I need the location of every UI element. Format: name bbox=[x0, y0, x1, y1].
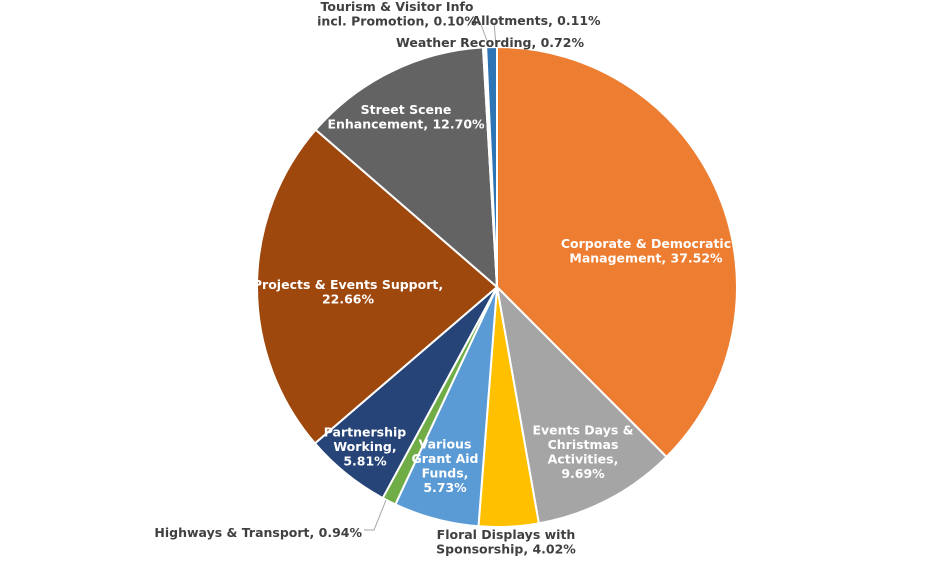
data-label-line: 5.73% bbox=[423, 480, 467, 495]
data-label-line: Highways & Transport, 0.94% bbox=[154, 525, 362, 540]
data-label-line: Enhancement, 12.70% bbox=[327, 116, 485, 131]
data-label-projects-and-events-support: Projects & Events Support, 22.66% bbox=[253, 277, 443, 307]
data-label-line: Events Days & bbox=[532, 422, 633, 437]
data-label-line: Weather Recording, 0.72% bbox=[396, 35, 584, 50]
data-label-line: Management, 37.52% bbox=[569, 250, 723, 265]
leader-line-highways-and-transport bbox=[364, 499, 387, 531]
leader-line-allotments bbox=[493, 21, 497, 47]
leader-lines-layer bbox=[364, 21, 497, 531]
slice-corporate-and-democratic-management bbox=[496, 45, 738, 459]
data-label-line: Working, bbox=[333, 439, 396, 454]
data-label-events-days-and-christmas-activities: Events Days & Christmas Activities, 9.69% bbox=[532, 422, 633, 481]
slice-events-days-and-christmas-activities bbox=[495, 284, 668, 525]
labels-layer: Corporate & Democratic Management, 37.52%… bbox=[154, 0, 731, 556]
slice-weather-recording bbox=[485, 45, 498, 288]
data-label-line: Tourism & Visitor Info bbox=[321, 0, 474, 14]
data-label-line: Activities, bbox=[548, 451, 619, 466]
slices-layer bbox=[256, 45, 738, 528]
data-label-corporate-and-democratic-management: Corporate & Democratic Management, 37.52% bbox=[561, 236, 731, 265]
data-label-weather-recording: Weather Recording, 0.72% bbox=[396, 35, 584, 50]
data-label-line: 5.81% bbox=[343, 454, 387, 469]
data-label-various-grant-aid-funds: Various Grant Aid Funds, 5.73% bbox=[412, 436, 479, 495]
data-label-street-scene-enhancement: Street Scene Enhancement, 12.70% bbox=[327, 102, 485, 132]
data-label-line: Christmas bbox=[548, 437, 619, 452]
data-label-partnership-working: Partnership Working, 5.81% bbox=[324, 425, 407, 469]
data-label-allotments: Allotments, 0.11% bbox=[471, 13, 601, 28]
data-label-line: 22.66% bbox=[322, 291, 375, 306]
data-label-tourism-and-visitor-info-incl-promotion: Tourism & Visitor Info incl. Promotion, 0… bbox=[317, 0, 477, 28]
data-label-line: 9.69% bbox=[561, 466, 605, 481]
data-label-line: Funds, bbox=[422, 465, 469, 480]
data-label-line: Sponsorship, 4.02% bbox=[436, 541, 576, 556]
data-label-line: Street Scene bbox=[361, 102, 452, 117]
data-label-line: incl. Promotion, 0.10% bbox=[317, 13, 477, 28]
data-label-floral-displays-with-sponsorship: Floral Displays with Sponsorship, 4.02% bbox=[436, 527, 576, 557]
leader-line-tourism-and-visitor-info-incl-promotion bbox=[479, 21, 490, 47]
data-label-line: Floral Displays with bbox=[437, 527, 576, 542]
data-label-line: Grant Aid bbox=[412, 451, 479, 466]
data-label-highways-and-transport: Highways & Transport, 0.94% bbox=[154, 525, 362, 540]
data-label-line: Allotments, 0.11% bbox=[471, 13, 601, 28]
data-label-line: Various bbox=[419, 436, 472, 451]
data-label-line: Partnership bbox=[324, 425, 407, 440]
slice-projects-and-events-support bbox=[256, 128, 499, 445]
slice-street-scene-enhancement bbox=[314, 46, 499, 290]
data-label-line: Projects & Events Support, bbox=[253, 277, 443, 292]
data-label-line: Corporate & Democratic bbox=[561, 236, 731, 251]
